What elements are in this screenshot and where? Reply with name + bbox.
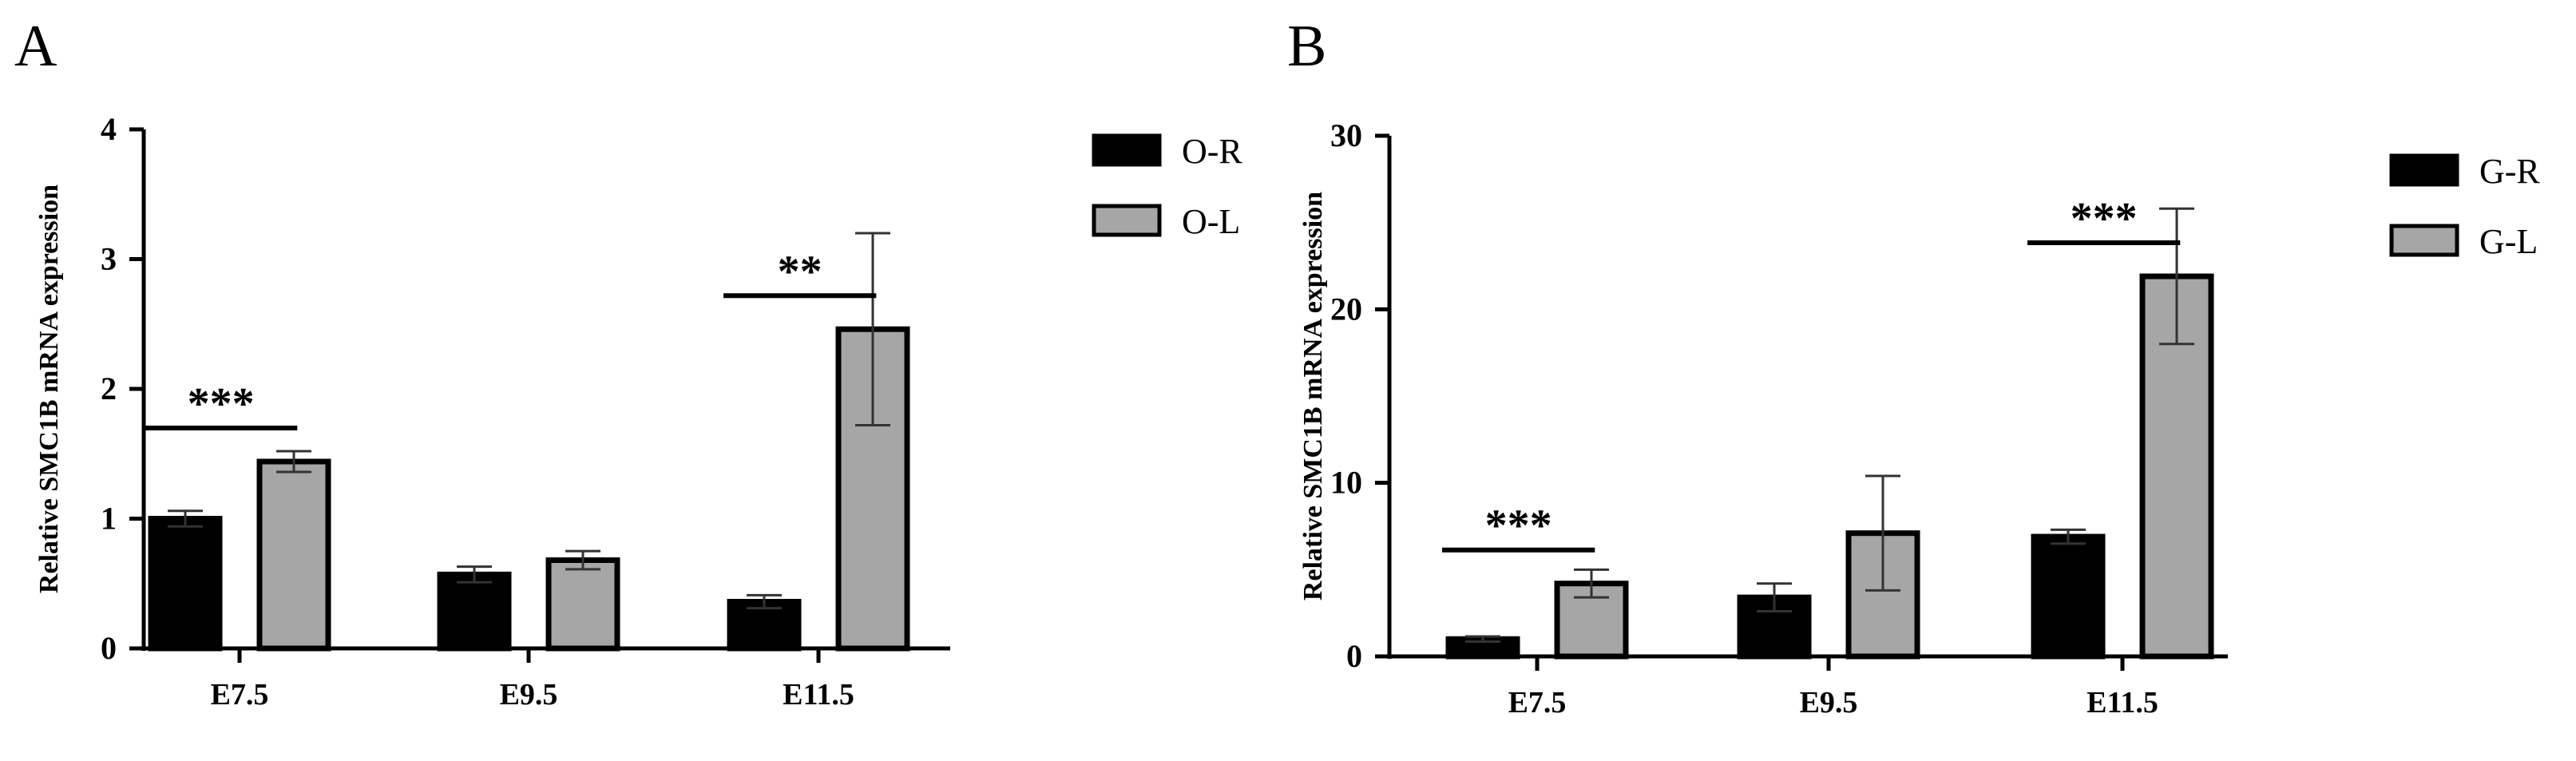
- panel-a-x-tick-label: E7.5: [211, 678, 269, 711]
- panel-a-bar: [148, 516, 223, 652]
- panel-a-y-tick-label: 4: [101, 111, 117, 147]
- panel-a-bar: [545, 557, 620, 652]
- panel-b-y-tick-label: 30: [1330, 117, 1362, 153]
- panel-a-x-tick-label: E11.5: [783, 678, 854, 711]
- panel-a-legend-label: O-R: [1182, 132, 1242, 171]
- panel-b-y-axis-label: Relative SMC1B mRNA expression: [1298, 192, 1328, 600]
- panel-a-y-tick-label: 3: [101, 241, 117, 277]
- panel-b-x-tick-label: E9.5: [1800, 686, 1858, 719]
- panel-b-label: B: [1287, 14, 1326, 79]
- panel-a-bar: [437, 571, 512, 652]
- panel-b-x-tick-label: E11.5: [2087, 686, 2158, 719]
- panel-b-significance-label: ***: [1485, 501, 1552, 551]
- panel-a-label: A: [14, 14, 57, 79]
- panel-a-x-tick-label: E9.5: [500, 678, 558, 711]
- panel-b-legend-label: G-R: [2479, 152, 2540, 191]
- panel-a-legend-label: O-L: [1182, 202, 1240, 241]
- panel-b-legend-label: G-L: [2479, 222, 2538, 261]
- panel-b-significance-label: ***: [2071, 194, 2138, 244]
- panel-a-legend-swatch: [1092, 204, 1162, 237]
- panel-a-bar: [256, 458, 331, 652]
- panel-b-bar: [2031, 533, 2106, 660]
- panel-a-significance-label: ***: [188, 379, 255, 429]
- panel-b-legend-swatch: [2389, 153, 2459, 187]
- panel-b-y-tick-label: 20: [1330, 291, 1362, 327]
- panel-a-bar: [727, 599, 802, 652]
- panel-a-y-axis-label: Relative SMC1B mRNA expression: [34, 184, 64, 593]
- panel-a-significance-label: **: [778, 247, 822, 296]
- panel-b-x-tick-label: E7.5: [1508, 686, 1567, 719]
- panel-b-y-tick-label: 0: [1346, 638, 1362, 674]
- panel-a-legend-swatch: [1092, 133, 1162, 167]
- panel-a-y-tick-label: 0: [101, 630, 117, 666]
- panel-a-y-tick-label: 2: [101, 371, 117, 406]
- panel-a-y-tick-label: 1: [101, 501, 117, 537]
- panel-b-y-tick-label: 10: [1330, 465, 1362, 501]
- panel-b-legend-swatch: [2389, 224, 2459, 257]
